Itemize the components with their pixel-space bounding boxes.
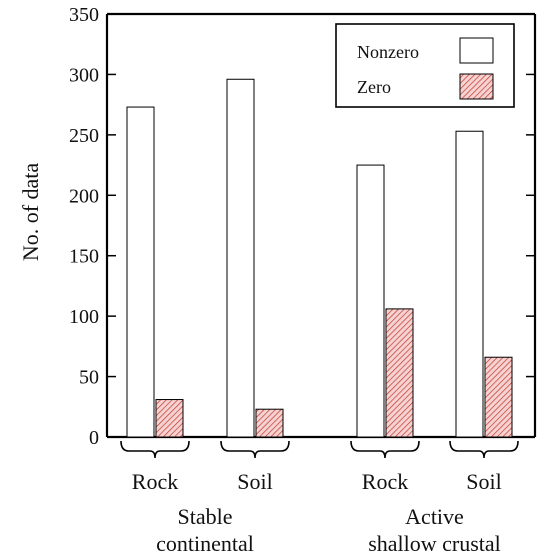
bar-zero-rock-active [385,308,414,438]
legend-label-zero: Zero [357,77,391,97]
x-tick-label: Soil [237,469,272,494]
x-axis-labels: Rock Soil Rock Soil [132,469,502,494]
x-tick-label: Rock [362,469,408,494]
group-label-line: Active [405,504,464,529]
bar-nonzero-soil-stable [226,78,255,438]
y-tick-label: 150 [69,246,99,268]
group-label-line: continental [156,531,254,554]
legend: Nonzero Zero [335,23,515,108]
bar-nonzero-rock-stable [126,106,155,438]
legend-label-nonzero: Nonzero [357,42,419,62]
bar-zero-soil-active [484,356,513,438]
y-axis-ticks: 0 50 100 150 200 250 300 350 [69,4,535,449]
y-tick-label: 200 [69,185,99,207]
legend-swatch-zero [459,73,494,100]
bar-zero-rock-stable [155,399,184,438]
category-brace [350,440,420,459]
category-brace [120,440,190,459]
bar-nonzero-rock-active [356,164,385,438]
y-tick-label: 0 [89,427,99,449]
category-brace [449,440,519,459]
y-tick-label: 100 [69,306,99,328]
y-tick-label: 250 [69,125,99,147]
category-braces [120,440,519,459]
bars [126,78,513,438]
y-tick-label: 50 [79,367,99,389]
y-axis-label: No. of data [18,163,43,262]
group-label-line: shallow crustal [368,531,501,554]
category-brace [220,440,290,459]
group-label-line: Stable [178,504,233,529]
legend-swatch-nonzero [459,37,494,64]
bar-nonzero-soil-active [455,130,484,438]
y-tick-label: 300 [69,64,99,86]
x-tick-label: Rock [132,469,178,494]
y-tick-label: 350 [69,4,99,26]
bar-zero-soil-stable [255,408,284,438]
x-tick-label: Soil [466,469,501,494]
